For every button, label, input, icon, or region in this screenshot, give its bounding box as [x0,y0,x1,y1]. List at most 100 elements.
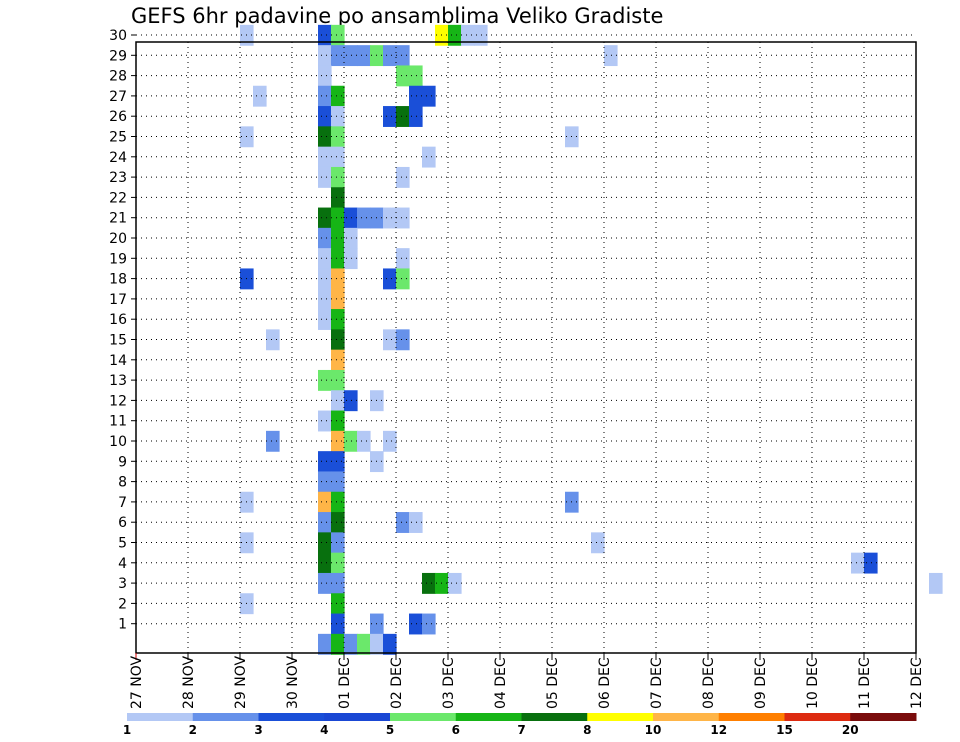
data-cell [266,329,280,351]
y-tick-label: 16 [109,312,127,328]
data-cell [318,532,332,554]
colorbar-swatch [258,713,325,721]
data-cell [331,613,345,635]
data-cell [318,410,332,432]
data-cell [383,268,397,290]
data-cell [409,65,423,87]
data-cell [331,126,345,148]
data-cell [266,430,280,452]
data-cell [331,24,345,46]
y-tick-label: 20 [109,231,127,247]
y-tick-label: 7 [118,495,127,511]
data-cell [331,45,345,67]
y-tick-label: 8 [118,475,127,491]
data-cell [396,268,410,290]
data-cell [383,329,397,351]
y-tick-label: 29 [109,48,127,64]
data-cell [409,85,423,107]
data-cell [331,187,345,209]
y-tick-label: 25 [109,130,127,146]
data-cell [383,106,397,127]
data-cell [396,45,410,67]
data-cell [409,613,423,635]
data-cell [396,106,410,127]
y-tick-label: 18 [109,272,127,288]
data-cell [344,430,358,452]
y-tick-label: 3 [118,576,127,592]
data-cell [318,451,332,473]
data-cell [331,166,345,188]
data-cell [331,85,345,107]
y-tick-label: 5 [118,536,127,552]
data-cell [331,207,345,229]
data-cell [409,106,423,127]
data-cell [253,85,267,107]
data-cell [383,207,397,229]
data-cell [331,572,345,594]
x-tick-label: 28 NOV [181,655,197,709]
data-cell [448,572,462,594]
data-cell [370,633,384,655]
colorbar-label: 12 [710,723,727,737]
data-cell [331,268,345,290]
data-cell [396,329,410,351]
data-cell [318,146,332,168]
x-tick-label: 11 DEC [857,657,873,709]
colorbar-swatch [324,713,391,721]
y-tick-label: 9 [118,454,127,470]
colorbar-label: 2 [189,723,197,737]
data-cell [318,288,332,310]
data-cell [331,106,345,127]
data-cell [331,633,345,655]
y-tick-label: 14 [109,353,127,369]
colorbar-label: 10 [645,723,662,737]
colorbar-label: 1 [123,723,131,737]
colorbar-label: 4 [320,723,328,737]
data-cell [318,126,332,148]
data-cell [331,491,345,513]
data-cell [383,633,397,655]
y-tick-label: 21 [109,211,127,227]
data-cell [331,390,345,412]
x-tick-label: 27 NOV [129,655,145,709]
data-cell [461,24,475,46]
data-cell [422,572,436,594]
data-cell [396,166,410,188]
data-cell [318,207,332,229]
data-cell [929,572,943,594]
y-tick-label: 6 [118,515,127,531]
data-cell [318,24,332,46]
y-tick-label: 28 [109,69,127,85]
colorbar-label: 8 [583,723,591,737]
data-cell [331,329,345,351]
data-cell [422,613,436,635]
y-tick-label: 17 [109,292,127,308]
x-tick-label: 30 NOV [285,655,301,709]
y-tick-label: 26 [109,109,127,125]
data-cell [331,369,345,391]
data-cell [357,207,371,229]
data-cell [344,390,358,412]
data-cell [396,65,410,87]
data-cell [396,207,410,229]
x-tick-label: 10 DEC [805,657,821,709]
y-tick-label: 22 [109,190,127,206]
data-cell [344,207,358,229]
y-tick-label: 13 [109,373,127,389]
y-tick-label: 1 [118,617,127,633]
colorbar-swatch [653,713,720,721]
data-cell [331,552,345,574]
data-cell [396,248,410,270]
data-cell [318,85,332,107]
data-cell [357,633,371,655]
data-cell [318,369,332,391]
data-cell [331,593,345,615]
y-tick-label: 24 [109,150,127,166]
x-tick-label: 29 NOV [233,655,249,709]
data-cell [344,248,358,270]
data-cell [864,552,878,574]
data-cell [357,430,371,452]
x-tick-label: 04 DEC [493,657,509,709]
